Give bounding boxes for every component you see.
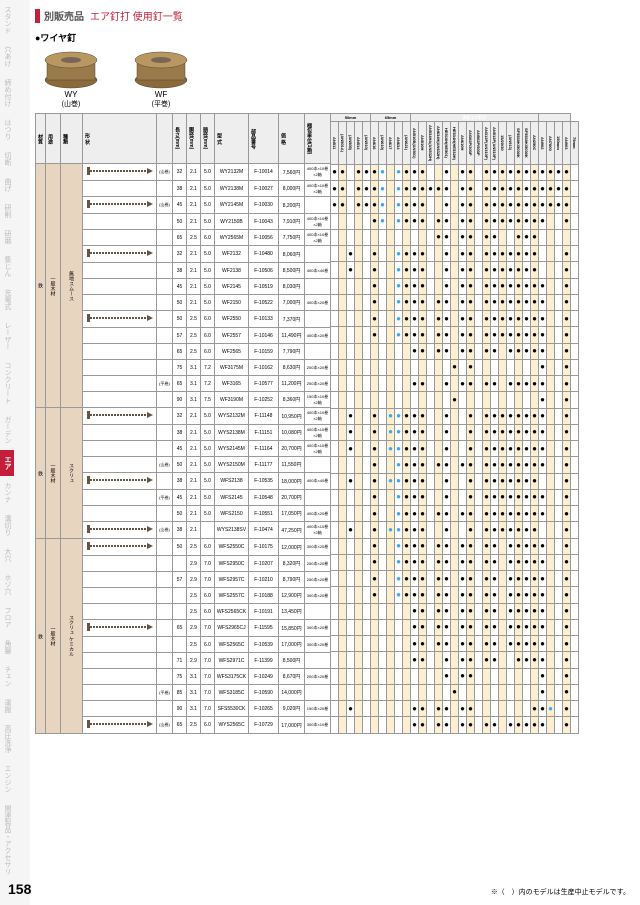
- compat-row: ●●●●●●●●●●●●●●●●●●: [331, 457, 579, 473]
- sidebar-item[interactable]: 研削: [0, 198, 14, 224]
- sidebar-item[interactable]: 穴あけ: [0, 40, 14, 73]
- compat-row: ●●●●●●●●●●●●●●●●●●: [331, 424, 579, 440]
- compat-row: ●●●●●●●●●●●●●●●●●●●: [331, 213, 579, 229]
- sidebar-item[interactable]: 締め付け: [0, 73, 14, 113]
- sidebar-item[interactable]: 溝切り: [0, 509, 14, 542]
- sidebar-item[interactable]: 高圧洗浄: [0, 719, 14, 759]
- compat-row: ●●●●●●●●●●●●●: [331, 376, 579, 392]
- compat-row: ●●●●●●●●●●●●●●●●●: [331, 538, 579, 554]
- compat-row: ●●●●●●●●●●●●: [331, 652, 579, 668]
- wire-nail-subtitle: ●ワイヤ釘: [35, 27, 191, 48]
- sidebar-item[interactable]: はつり: [0, 113, 14, 146]
- sidebar-item[interactable]: レーザー: [0, 316, 14, 356]
- sidebar-item[interactable]: 関連製品・アクセサリ: [0, 799, 14, 881]
- coil-images: WY(山巻)WF(平巻): [41, 50, 191, 109]
- compat-row: ●●●●●●●●●●●●●●●●●●: [331, 506, 579, 522]
- sidebar-item[interactable]: ホゾ穴: [0, 568, 14, 601]
- title-main: エア釘打 使用釘一覧: [90, 8, 183, 23]
- compat-row: ●●●●●●●●●●●●●●: [331, 603, 579, 619]
- compat-row: ●●●●●●●●●●●●●●●●●●: [331, 311, 579, 327]
- spec-row: 鉄一般木材スクリュ322.15.0WYS2132MF-1114810,950円4…: [36, 408, 331, 425]
- sidebar-item[interactable]: 切断: [0, 146, 14, 172]
- sidebar-item[interactable]: フロア: [0, 601, 14, 634]
- compat-row: ●●●●●●●●●●●●●●●●●●: [331, 441, 579, 457]
- compat-row: ●●●●●●●●●●●●●●●●●: [331, 522, 579, 538]
- compat-row: ●●●●●●●●●●●●●●: [331, 343, 579, 359]
- compat-row: ●●●●●●●●●●●: [331, 701, 579, 717]
- sidebar-item[interactable]: 大穴: [0, 542, 14, 568]
- compat-row: ●●●●●●●●●●●●●●●●●●: [331, 327, 579, 343]
- compat-row: ●●●: [331, 684, 579, 700]
- compat-row: ●●●●●●●●●●●●●●●●●: [331, 554, 579, 570]
- sidebar-item[interactable]: 曲げ: [0, 172, 14, 198]
- footnote: ※（ ）内のモデルは生産中止モデルです。: [491, 887, 630, 897]
- compat-row: ●●●●●●●●●: [331, 229, 579, 245]
- sidebar-item[interactable]: 運搬: [0, 693, 14, 719]
- compat-row: ●●●: [331, 392, 579, 408]
- sidebar-item[interactable]: 充電式: [0, 283, 14, 316]
- compat-row: ●●●●●●●●●●●●●●: [331, 619, 579, 635]
- page-title: 別販売品 エア釘打 使用釘一覧: [35, 0, 635, 27]
- compat-row: ●●●●: [331, 359, 579, 375]
- compat-row: ●●●●●●●●●●●●●●●●●: [331, 473, 579, 489]
- sidebar-item[interactable]: コンクリート: [0, 356, 14, 410]
- compat-row: ●●●●●●●●●●●●●●●●●: [331, 246, 579, 262]
- compat-row: ●●●●●●●●●●●●●●●●●●●●●●●●: [331, 164, 579, 180]
- compat-row: ●●●●●●●●●●●●●●●●●●: [331, 408, 579, 424]
- title-accent: [35, 9, 40, 23]
- nail-spec-table: 材質用途種類形 状長さ(mm)胴径(mm)頭径(mm)型 式部品番号価 格梱包単…: [35, 113, 635, 734]
- spec-row: 鉄一般木材無地スムース(山巻)322.15.0WY2132MF-100147,5…: [36, 164, 331, 181]
- sidebar-item[interactable]: チェン: [0, 660, 14, 693]
- main-content: 別販売品 エア釘打 使用釘一覧 ●ワイヤ釘 WY(山巻)WF(平巻) 材質用途種…: [35, 0, 635, 734]
- compat-row: ●●●●●●●●●●●●●●●●●●: [331, 294, 579, 310]
- compat-row: ●●●●●●●●●●●●●●●●●●●●●●●●●●: [331, 181, 579, 197]
- compat-row: ●●●●●●●●●●●●●●●●●: [331, 587, 579, 603]
- sidebar-item[interactable]: ガーデン: [0, 410, 14, 450]
- sidebar-item[interactable]: エンジン: [0, 759, 14, 799]
- sidebar-item[interactable]: 研磨: [0, 224, 14, 250]
- sidebar-item[interactable]: 角鑿: [0, 634, 14, 660]
- sidebar-item[interactable]: 集じん: [0, 250, 14, 283]
- compat-row: ●●●●●●●●●●●●●●●●: [331, 489, 579, 505]
- sidebar-nav: スタンド穴あけ締め付けはつり切断曲げ研削研磨集じん充電式レーザーコンクリートガー…: [0, 0, 30, 905]
- sidebar-item[interactable]: スタンド: [0, 0, 14, 40]
- title-section: 別販売品: [44, 8, 84, 23]
- compat-row: ●●●●●: [331, 668, 579, 684]
- compat-row: ●●●●●●●●●●●●●●●●●: [331, 262, 579, 278]
- sidebar-item[interactable]: カンナ: [0, 476, 14, 509]
- compat-row: ●●●●●●●●●●●●●●: [331, 636, 579, 652]
- compat-row: ●●●●●●●●●●●●●●●●●: [331, 571, 579, 587]
- compat-row: ●●●●●●●●●●●●●●: [331, 717, 579, 734]
- compat-row: ●●●●●●●●●●●●●●●●●●●●●●●●: [331, 197, 579, 213]
- spec-row: 鉄一般木材スクリュ ケミカル502.56.0WFS2550CF-1017512,…: [36, 539, 331, 556]
- sidebar-item[interactable]: エア: [0, 450, 14, 476]
- compat-row: ●●●●●●●●●●●●●●●●●: [331, 278, 579, 294]
- page-number: 158: [8, 881, 31, 897]
